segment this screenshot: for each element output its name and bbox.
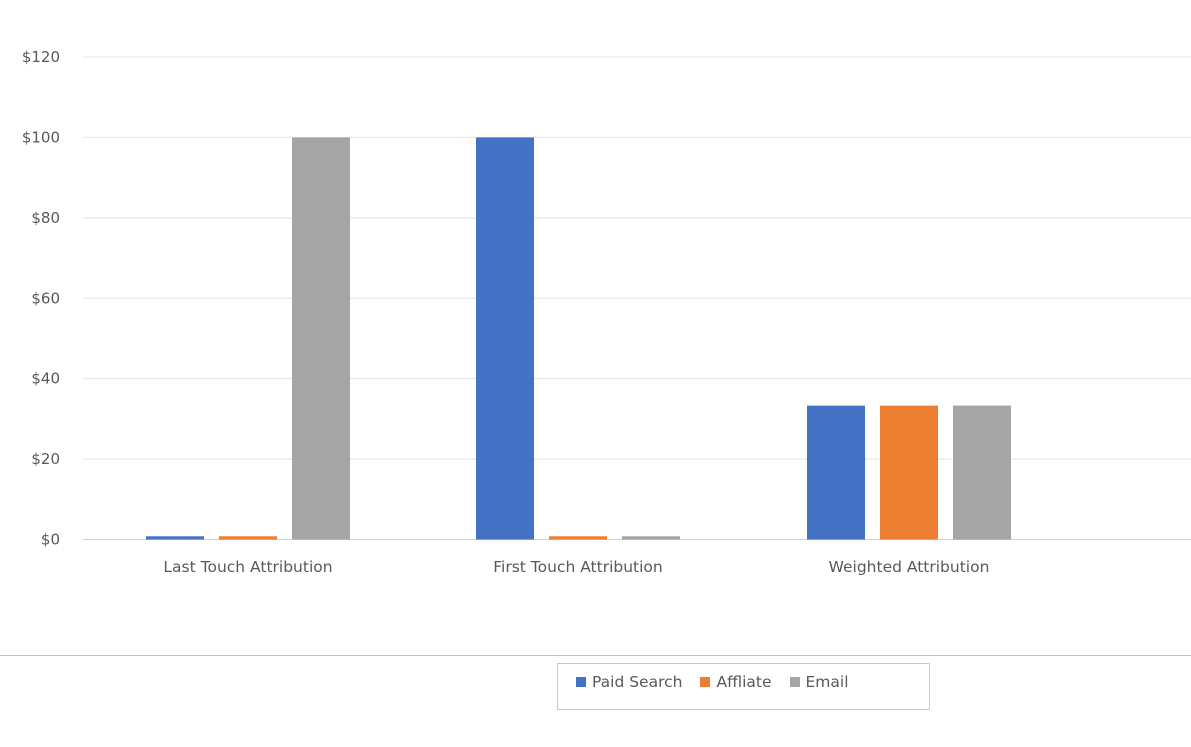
legend-label-paid-search: Paid Search xyxy=(592,673,683,691)
y-tick-label: $60 xyxy=(31,289,60,307)
category-labels: Last Touch Attribution First Touch Attrib… xyxy=(163,558,989,576)
category-label: First Touch Attribution xyxy=(493,558,662,576)
y-tick-label: $20 xyxy=(31,450,60,468)
bar-paid-search xyxy=(807,405,865,540)
divider-line xyxy=(0,655,1191,656)
legend-label-email: Email xyxy=(805,673,849,691)
bar-paid-search xyxy=(476,137,534,540)
legend-label-affliate: Affliate xyxy=(716,673,772,691)
legend-items: Paid Search Affliate Email xyxy=(576,673,867,691)
legend-swatch-affliate xyxy=(700,677,711,687)
bar-email xyxy=(953,405,1011,540)
bar-affliate xyxy=(549,536,607,540)
bar-email xyxy=(622,536,680,540)
y-tick-label: $80 xyxy=(31,209,60,227)
y-tick-label: $100 xyxy=(22,128,60,146)
y-tick-label: $40 xyxy=(31,370,60,388)
bar-affliate xyxy=(880,405,938,540)
gridlines xyxy=(83,56,1191,540)
legend-item-paid-search: Paid Search xyxy=(576,673,682,691)
bar-email xyxy=(292,137,350,540)
y-axis-ticks: $0 $20 $40 $60 $80 $100 $120 xyxy=(22,48,60,549)
legend-swatch-email xyxy=(789,677,800,687)
y-tick-label: $0 xyxy=(41,531,60,549)
y-tick-label: $120 xyxy=(22,48,60,66)
legend-item-affliate: Affliate xyxy=(700,673,772,691)
legend: Paid Search Affliate Email xyxy=(557,663,930,710)
category-label: Weighted Attribution xyxy=(829,558,990,576)
legend-swatch-paid-search xyxy=(576,677,586,687)
bar-paid-search xyxy=(146,536,204,540)
legend-item-email: Email xyxy=(789,673,849,691)
category-label: Last Touch Attribution xyxy=(163,558,332,576)
bar-affliate xyxy=(219,536,277,540)
bars xyxy=(146,137,1011,540)
